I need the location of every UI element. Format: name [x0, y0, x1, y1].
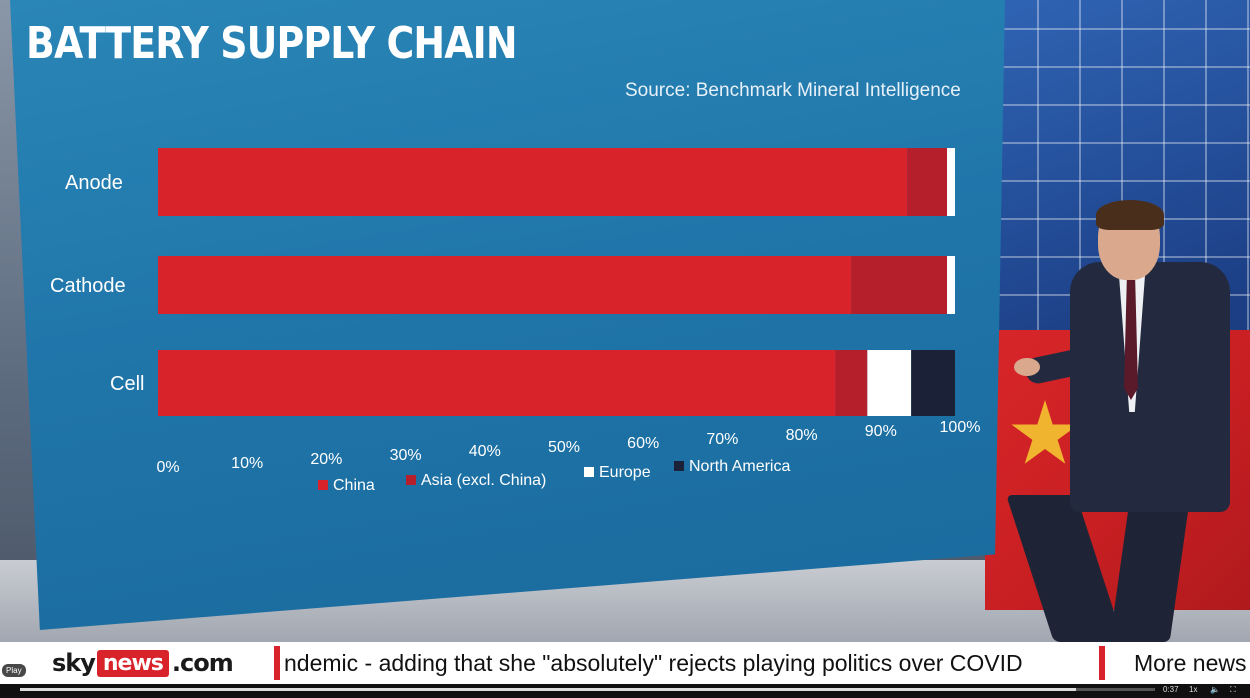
progress-fill: [20, 688, 1076, 691]
news-ticker: sky news .com ndemic - adding that she "…: [0, 642, 1250, 684]
logo-news-text: news: [96, 649, 169, 677]
presenter-leg: [1006, 495, 1124, 642]
bar-segment: [947, 148, 955, 216]
legend-label: Asia (excl. China): [421, 472, 546, 489]
bar-segment: [867, 350, 912, 416]
bar-segment: [911, 350, 955, 416]
legend-swatch: [674, 461, 684, 471]
x-tick-label: 30%: [390, 447, 422, 464]
bar-segment: [158, 148, 908, 216]
x-tick-label: 70%: [706, 431, 738, 448]
category-label: Cathode: [50, 275, 126, 297]
volume-icon[interactable]: 🔈: [1210, 685, 1220, 694]
sky-news-logo[interactable]: sky news .com: [52, 647, 234, 679]
video-wall: [10, 0, 1005, 630]
bar-segment: [907, 148, 948, 216]
presenter-leg: [1109, 495, 1191, 642]
play-button[interactable]: Play: [2, 664, 26, 677]
x-tick-label: 40%: [469, 443, 501, 460]
category-label: Anode: [65, 172, 123, 194]
logo-com-text: .com: [171, 649, 234, 677]
legend-swatch: [406, 475, 416, 485]
x-tick-label: 50%: [548, 439, 580, 456]
x-tick-label: 10%: [231, 455, 263, 472]
chart-title: BATTERY SUPPLY CHAIN: [26, 18, 518, 69]
legend-label: North America: [689, 458, 790, 475]
presenter: [1006, 200, 1240, 642]
x-tick-label: 0%: [156, 459, 179, 476]
legend-swatch: [584, 467, 594, 477]
stacked-bar-chart: Anode Cathode Cell 0% 10% 20% 30% 40% 50% 60% 70% 8…: [50, 148, 981, 494]
ticker-headline: ndemic - adding that she "absolutely" re…: [284, 650, 1023, 676]
legend-swatch: [318, 480, 328, 490]
legend-label: China: [333, 477, 375, 494]
time-readout: 0:37: [1163, 685, 1179, 694]
player-controls: [0, 684, 1250, 698]
studio-background: BATTERY SUPPLY CHAIN Source: Benchmark M…: [0, 0, 1250, 642]
ticker-separator: [274, 646, 280, 680]
presenter-tie: [1124, 280, 1138, 400]
speed-button[interactable]: 1x: [1189, 685, 1198, 694]
legend-label: Europe: [599, 464, 651, 481]
presenter-jacket: [1070, 262, 1230, 512]
bar-segment: [158, 350, 836, 416]
fullscreen-icon[interactable]: ⛶: [1230, 685, 1236, 694]
logo-sky-text: sky: [52, 649, 96, 677]
ticker-more-news[interactable]: More news: [1134, 650, 1247, 676]
ticker-separator: [1099, 646, 1105, 680]
bar-segment: [947, 256, 955, 314]
x-tick-label: 90%: [865, 423, 897, 440]
bar-segment: [835, 350, 868, 416]
category-label: Cell: [110, 373, 144, 395]
x-tick-label: 60%: [627, 435, 659, 452]
x-tick-label: 80%: [786, 427, 818, 444]
presenter-hand: [1014, 358, 1040, 376]
presenter-hair: [1096, 200, 1164, 230]
progress-bar[interactable]: [20, 688, 1155, 691]
chart-source: Source: Benchmark Mineral Intelligence: [625, 80, 961, 101]
bar-segment: [158, 256, 852, 314]
x-tick-label: 100%: [940, 419, 981, 436]
bar-segment: [851, 256, 948, 314]
x-tick-label: 20%: [310, 451, 342, 468]
